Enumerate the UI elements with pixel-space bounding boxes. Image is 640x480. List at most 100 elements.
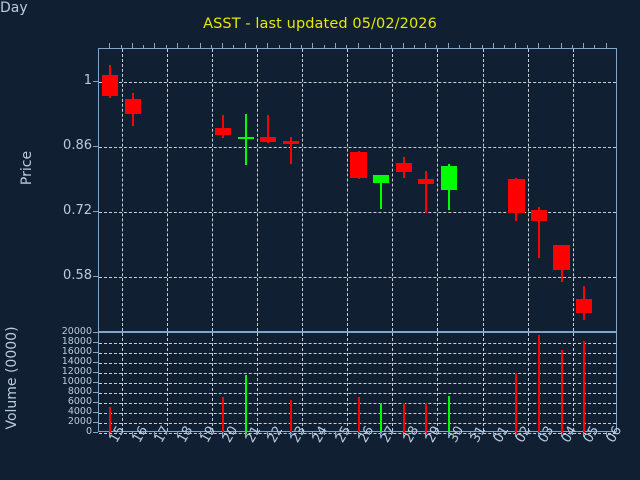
day-minor-tick-mark bbox=[188, 432, 190, 435]
day-minor-tick-mark bbox=[391, 45, 393, 48]
day-tick-mark bbox=[131, 432, 133, 437]
volume-gridline-h bbox=[99, 363, 616, 364]
volume-gridline-v bbox=[527, 333, 529, 431]
price-gridline-v bbox=[166, 49, 168, 331]
day-tick-mark bbox=[447, 432, 449, 437]
volume-tick-label: 6000 bbox=[67, 396, 92, 407]
price-tick-label: 0.86 bbox=[63, 137, 92, 153]
day-minor-tick-mark bbox=[323, 45, 325, 48]
day-tick-mark bbox=[425, 43, 427, 48]
candle-wick bbox=[425, 170, 428, 213]
day-minor-tick-mark bbox=[594, 45, 596, 48]
volume-gridline-v bbox=[256, 333, 258, 431]
volume-gridline-h bbox=[99, 393, 616, 394]
day-tick-mark bbox=[470, 432, 472, 437]
day-tick-mark bbox=[402, 43, 404, 48]
price-plot-area bbox=[98, 48, 617, 332]
day-minor-tick-mark bbox=[413, 45, 415, 48]
price-tick-mark bbox=[93, 276, 98, 278]
volume-tick-label: 4000 bbox=[67, 406, 92, 417]
price-gridline-v bbox=[527, 49, 529, 331]
day-tick-mark bbox=[222, 43, 224, 48]
day-minor-tick-mark bbox=[165, 432, 167, 435]
volume-tick-mark bbox=[93, 372, 98, 373]
candle-body bbox=[576, 298, 593, 314]
day-tick-mark bbox=[334, 43, 336, 48]
volume-gridline-v bbox=[347, 333, 349, 431]
volume-bar bbox=[447, 396, 450, 433]
candle-body bbox=[440, 166, 457, 190]
volume-bar bbox=[538, 335, 541, 433]
price-tick-mark bbox=[93, 145, 98, 147]
x-axis-title: Day bbox=[0, 0, 28, 16]
volume-plot-area bbox=[98, 332, 617, 434]
day-minor-tick-mark bbox=[301, 45, 303, 48]
volume-tick-label: 2000 bbox=[67, 416, 92, 427]
volume-bar bbox=[425, 403, 428, 433]
candle-body bbox=[530, 210, 548, 222]
volume-bar bbox=[222, 397, 225, 433]
day-tick-mark bbox=[447, 43, 449, 48]
day-minor-tick-mark bbox=[459, 432, 461, 435]
day-tick-mark bbox=[312, 43, 314, 48]
price-gridline-v bbox=[302, 49, 304, 331]
volume-bar bbox=[560, 350, 563, 433]
day-tick-mark bbox=[380, 432, 382, 437]
candle-body bbox=[508, 179, 525, 213]
volume-tick-mark bbox=[93, 422, 98, 423]
price-gridline-v bbox=[211, 49, 213, 331]
volume-bar bbox=[289, 400, 292, 433]
day-minor-tick-mark bbox=[255, 45, 257, 48]
day-tick-mark bbox=[199, 432, 201, 437]
volume-tick-mark bbox=[93, 332, 98, 333]
day-minor-tick-mark bbox=[120, 45, 122, 48]
volume-tick-mark bbox=[93, 402, 98, 403]
day-tick-mark bbox=[154, 432, 156, 437]
candle-wick bbox=[538, 207, 541, 259]
day-minor-tick-mark bbox=[391, 432, 393, 435]
day-minor-tick-mark bbox=[143, 45, 145, 48]
volume-tick-mark bbox=[93, 362, 98, 363]
day-tick-mark bbox=[560, 432, 562, 437]
day-tick-mark bbox=[176, 43, 178, 48]
day-minor-tick-mark bbox=[120, 432, 122, 435]
day-tick-mark bbox=[605, 43, 607, 48]
volume-tick-label: 20000 bbox=[61, 326, 92, 337]
volume-bar bbox=[583, 341, 586, 433]
price-tick-mark bbox=[93, 80, 98, 82]
volume-tick-mark bbox=[93, 432, 98, 433]
price-tick-label: 0.72 bbox=[63, 202, 92, 218]
day-tick-mark bbox=[222, 432, 224, 437]
day-tick-mark bbox=[289, 43, 291, 48]
day-minor-tick-mark bbox=[278, 432, 280, 435]
day-tick-mark bbox=[244, 432, 246, 437]
volume-tick-label: 18000 bbox=[61, 336, 92, 347]
candle-body bbox=[350, 152, 367, 179]
candle-wick bbox=[267, 115, 270, 144]
day-minor-tick-mark bbox=[594, 432, 596, 435]
day-minor-tick-mark bbox=[504, 45, 506, 48]
candle-wick bbox=[289, 137, 292, 165]
candle-body bbox=[124, 99, 141, 115]
price-gridline-h bbox=[99, 146, 616, 148]
day-minor-tick-mark bbox=[526, 432, 528, 435]
day-tick-mark bbox=[244, 43, 246, 48]
day-minor-tick-mark bbox=[459, 45, 461, 48]
volume-tick-label: 16000 bbox=[61, 346, 92, 357]
day-tick-mark bbox=[538, 43, 540, 48]
day-minor-tick-mark bbox=[143, 432, 145, 435]
day-tick-mark bbox=[425, 432, 427, 437]
volume-gridline-h bbox=[99, 343, 616, 344]
volume-tick-mark bbox=[93, 352, 98, 353]
day-tick-mark bbox=[538, 432, 540, 437]
day-tick-mark bbox=[492, 432, 494, 437]
volume-bar bbox=[515, 373, 518, 433]
day-minor-tick-mark bbox=[233, 432, 235, 435]
volume-gridline-v bbox=[211, 333, 213, 431]
price-tick-label: 0.58 bbox=[63, 268, 92, 284]
volume-gridline-h bbox=[99, 373, 616, 374]
day-tick-mark bbox=[289, 432, 291, 437]
day-minor-tick-mark bbox=[368, 45, 370, 48]
day-tick-mark bbox=[334, 432, 336, 437]
